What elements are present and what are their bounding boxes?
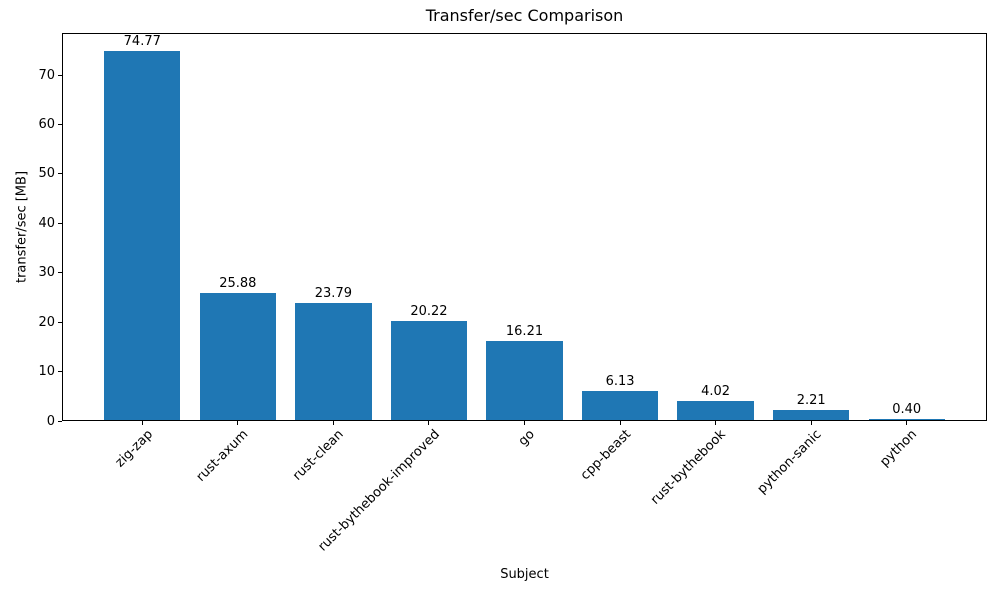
x-tick-label-text: rust-axum: [193, 427, 252, 485]
y-tick-label: 50: [38, 166, 55, 182]
y-axis-label: transfer/sec [MB]: [14, 170, 30, 284]
y-tick-label: 10: [38, 364, 55, 380]
y-tick-mark: [58, 272, 62, 274]
y-tick-label: 70: [38, 67, 55, 83]
bar-value-label: 16.21: [505, 323, 544, 339]
x-tick-label-text: zig-zap: [112, 427, 156, 471]
bar-value-label: 74.77: [123, 34, 161, 50]
x-tick-mark: [237, 421, 239, 425]
chart-title: Transfer/sec Comparison: [425, 6, 624, 25]
y-tick-mark: [58, 74, 62, 76]
x-tick-label-text: rust-bythebook: [648, 427, 730, 508]
x-axis-label: Subject: [500, 567, 549, 582]
x-tick-mark: [619, 421, 621, 425]
x-tick-mark: [141, 421, 143, 425]
bar-zig-zap: [104, 51, 181, 420]
bar-rust-bythebook-improved: [390, 321, 468, 420]
bar-value-label: 2.21: [796, 393, 826, 409]
y-tick-mark: [58, 321, 62, 323]
y-tick-label: 20: [38, 314, 55, 330]
bar-value-label: 25.88: [219, 276, 257, 292]
bar-python-sanic: [772, 410, 850, 420]
x-tick-label-text: go: [516, 427, 539, 450]
x-tick-label-text: python: [877, 427, 921, 470]
y-tick-mark: [58, 371, 62, 373]
bar-go: [486, 340, 563, 420]
x-tick-label-text: python-sanic: [754, 427, 825, 497]
x-tick-label-text: cpp-beast: [577, 427, 634, 484]
bar-rust-axum: [199, 293, 277, 420]
y-tick-label: 0: [46, 413, 55, 429]
x-tick-mark: [715, 421, 717, 425]
x-tick-label-text: rust-clean: [290, 427, 347, 484]
y-tick-mark: [58, 173, 62, 175]
y-tick-label: 30: [38, 265, 55, 281]
y-tick-label: 60: [38, 116, 55, 132]
bar-rust-clean: [295, 303, 372, 420]
y-tick-mark: [58, 420, 62, 422]
x-tick-mark: [332, 421, 334, 425]
y-tick-mark: [58, 222, 62, 224]
bar-value-label: 4.02: [701, 384, 731, 400]
x-tick-mark: [810, 421, 812, 425]
bar-cpp-beast: [581, 390, 659, 420]
x-tick-mark: [524, 421, 525, 425]
y-tick-label: 40: [38, 215, 55, 231]
y-tick-mark: [58, 123, 62, 125]
bar-rust-bythebook: [677, 401, 754, 420]
bar-value-label: 0.40: [892, 402, 922, 418]
bar-python: [868, 419, 945, 420]
bar-value-label: 23.79: [314, 286, 352, 302]
x-tick-mark: [906, 421, 908, 425]
bar-value-label: 6.13: [605, 373, 635, 389]
bar-value-label: 20.22: [410, 304, 448, 320]
x-tick-mark: [428, 421, 430, 425]
